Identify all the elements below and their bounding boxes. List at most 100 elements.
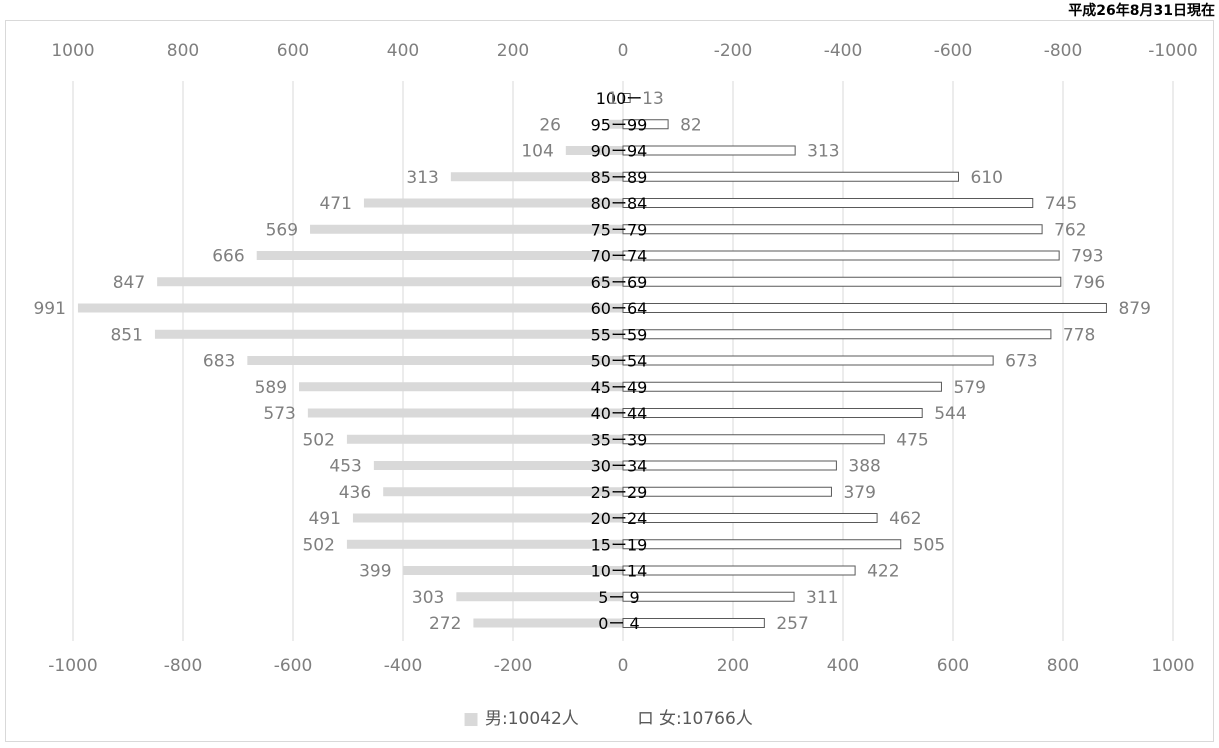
age-group-label: 35ー39 bbox=[591, 430, 648, 449]
female-bar bbox=[622, 434, 885, 445]
male-value-label: 666 bbox=[212, 247, 244, 267]
male-bar bbox=[154, 329, 623, 339]
age-group-label: 70ー74 bbox=[591, 247, 648, 266]
top-axis-tick-label: 0 bbox=[618, 41, 629, 61]
male-bar bbox=[383, 487, 623, 497]
top-axis-tick-label: 200 bbox=[497, 41, 529, 61]
female-bar bbox=[622, 618, 765, 628]
male-value-label: 502 bbox=[302, 535, 334, 555]
male-bar bbox=[310, 224, 623, 234]
female-bar bbox=[622, 224, 1043, 235]
male-value-label: 569 bbox=[266, 220, 298, 240]
female-value-label: 462 bbox=[889, 509, 921, 529]
male-value-label: 104 bbox=[521, 142, 553, 162]
male-value-label: 991 bbox=[33, 299, 65, 319]
age-group-label: 15ー19 bbox=[591, 535, 648, 554]
female-value-label: 796 bbox=[1073, 273, 1105, 293]
age-group-label: 30ー34 bbox=[591, 457, 648, 476]
male-bar bbox=[247, 356, 623, 365]
female-value-label: 579 bbox=[953, 378, 985, 398]
male-bar bbox=[450, 172, 623, 182]
male-bar bbox=[157, 277, 623, 287]
female-bar bbox=[622, 250, 1060, 261]
age-group-label: 50ー54 bbox=[591, 352, 648, 371]
age-group-label: 75ー79 bbox=[591, 220, 648, 239]
age-group-label: 10ー14 bbox=[591, 562, 648, 581]
chart-area: 1000 800 600 400 200 0 -200 -400 -600 -800 -1000 -1… bbox=[5, 20, 1214, 742]
age-group-label: 40ー44 bbox=[591, 404, 648, 423]
male-value-label: 847 bbox=[113, 273, 145, 293]
age-group-label: 95ー99 bbox=[591, 115, 648, 134]
male-value-label: 471 bbox=[319, 194, 351, 214]
legend-female-label: 女:10766人 bbox=[659, 709, 753, 729]
female-bar bbox=[622, 355, 994, 366]
top-axis-tick-label: -600 bbox=[934, 41, 973, 61]
female-value-label: 311 bbox=[806, 588, 838, 608]
male-bar bbox=[346, 539, 623, 549]
male-bar bbox=[256, 251, 623, 260]
female-value-label: 762 bbox=[1054, 220, 1086, 240]
female-value-label: 610 bbox=[971, 168, 1003, 188]
age-group-label: 60ー64 bbox=[591, 299, 648, 318]
male-value-label: 491 bbox=[308, 509, 340, 529]
female-value-label: 505 bbox=[913, 535, 945, 555]
age-group-label: 5ー 9 bbox=[598, 588, 639, 607]
male-value-label: 399 bbox=[359, 562, 391, 582]
bottom-axis-tick-label: 200 bbox=[717, 656, 749, 676]
age-group-label: 55ー59 bbox=[591, 325, 648, 344]
population-pyramid-chart: 1000 800 600 400 200 0 -200 -400 -600 -800 -1000 -1… bbox=[33, 41, 1197, 729]
female-bar bbox=[622, 486, 832, 497]
male-bar bbox=[352, 513, 623, 523]
male-value-label: 26 bbox=[539, 115, 561, 135]
male-bar bbox=[299, 382, 623, 392]
bottom-axis-tick-label: -200 bbox=[494, 656, 533, 676]
female-bar bbox=[622, 276, 1062, 287]
female-bar bbox=[622, 460, 837, 471]
age-group-label: 20ー24 bbox=[591, 509, 648, 528]
male-value-label: 272 bbox=[429, 614, 461, 634]
female-value-label: 257 bbox=[776, 614, 808, 634]
female-bar bbox=[622, 513, 878, 523]
female-bar bbox=[622, 145, 796, 156]
top-axis-tick-label: 400 bbox=[387, 41, 419, 61]
male-bar bbox=[307, 408, 623, 418]
female-value-label: 544 bbox=[934, 404, 966, 424]
male-bar bbox=[363, 198, 623, 208]
male-bar bbox=[608, 119, 623, 129]
legend-male-label: 男:10042人 bbox=[485, 709, 579, 729]
female-value-label: 778 bbox=[1063, 325, 1095, 345]
female-value-label: 879 bbox=[1118, 299, 1150, 319]
age-group-label: 85ー89 bbox=[591, 168, 648, 187]
bottom-axis-tick-label: -400 bbox=[384, 656, 423, 676]
top-axis-tick-label: 800 bbox=[167, 41, 199, 61]
female-value-label: 379 bbox=[843, 483, 875, 503]
male-value-label: 313 bbox=[406, 168, 438, 188]
male-bar bbox=[77, 303, 623, 313]
female-bar bbox=[622, 119, 669, 130]
female-value-label: 793 bbox=[1071, 247, 1103, 267]
male-value-label: 589 bbox=[255, 378, 287, 398]
age-group-label: 80ー84 bbox=[591, 194, 648, 213]
female-bar bbox=[622, 539, 902, 550]
bottom-axis-tick-label: -1000 bbox=[48, 656, 97, 676]
male-bar bbox=[403, 566, 623, 575]
legend-female-marker: ロ bbox=[637, 709, 654, 729]
female-bar bbox=[622, 171, 959, 182]
male-bar bbox=[456, 592, 623, 602]
male-bar bbox=[565, 146, 623, 155]
female-bar bbox=[622, 591, 795, 602]
female-bar bbox=[622, 408, 923, 418]
top-axis-tick-label: -200 bbox=[714, 41, 753, 61]
legend-male-marker: ■ bbox=[463, 709, 479, 729]
female-bar bbox=[622, 198, 1034, 208]
age-group-label: 65ー69 bbox=[591, 273, 648, 292]
age-group-label: 100ー bbox=[596, 89, 643, 108]
top-axis-tick-label: -400 bbox=[824, 41, 863, 61]
female-value-label: 745 bbox=[1045, 194, 1077, 214]
female-value-label: 13 bbox=[642, 89, 664, 109]
top-axis-tick-label: 600 bbox=[277, 41, 309, 61]
bottom-axis-tick-label: -600 bbox=[274, 656, 313, 676]
male-bar bbox=[473, 618, 623, 628]
male-value-label: 502 bbox=[302, 430, 334, 450]
age-group-label: 45ー49 bbox=[591, 378, 648, 397]
